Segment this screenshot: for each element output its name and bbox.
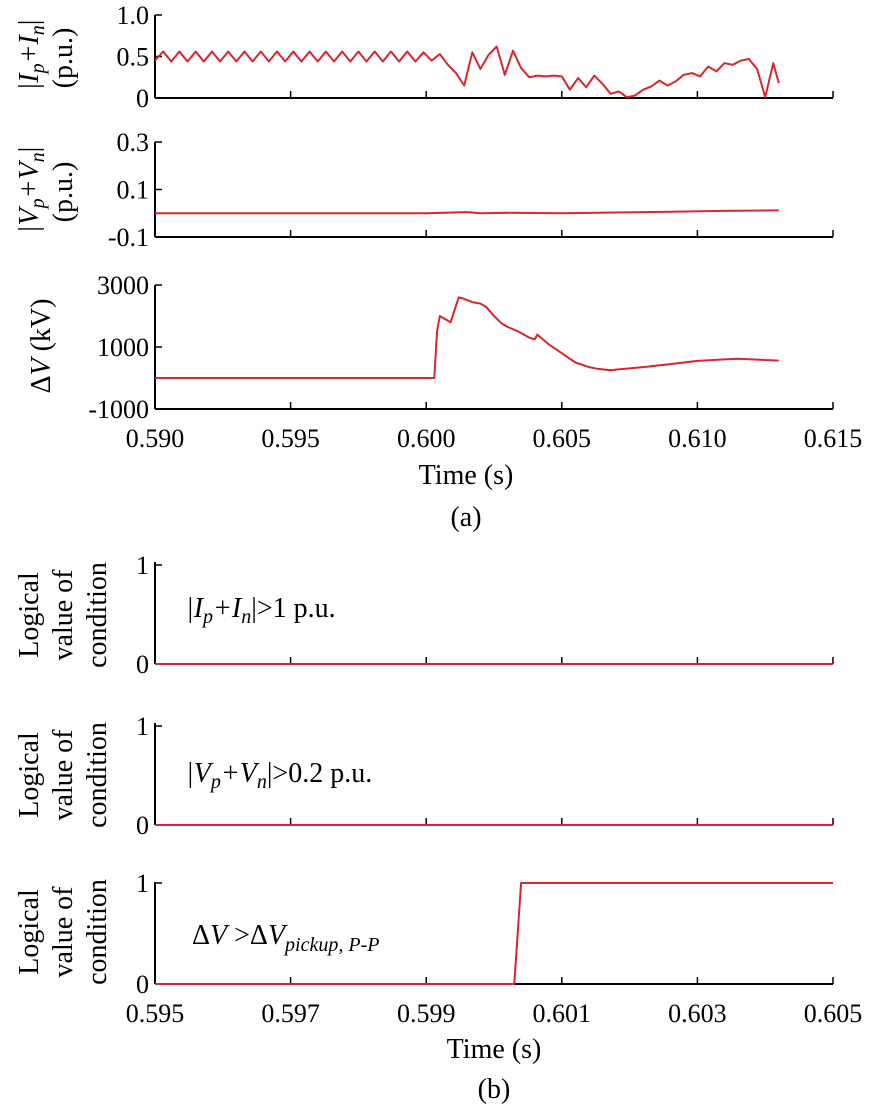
a3-xtick-label: 0.600 bbox=[397, 424, 456, 453]
panel-a2-ylabel: |Vp+Vn| bbox=[14, 147, 49, 233]
a3-xtick-label: 0.605 bbox=[533, 424, 592, 453]
panel-a2-ylabel-unit: (p.u.) bbox=[48, 162, 79, 223]
a1-ytick-label: 0 bbox=[136, 84, 149, 113]
panel-b3: Logical value of condition 1 00.595 0.597 0… bbox=[14, 869, 862, 1065]
panel-b2-ylabel-line3: condition bbox=[82, 722, 113, 828]
b3-xtick-label: 0.603 bbox=[668, 999, 727, 1028]
panel-b3-annotation: ΔV >ΔVpickup, P-P bbox=[192, 920, 379, 956]
panel-a1-ylabel-unit: (p.u.) bbox=[48, 28, 79, 89]
a3-ytick-label: -1000 bbox=[88, 395, 149, 424]
panel-b2-ylabel: Logical value of condition bbox=[14, 722, 113, 828]
panel-b2-ylabel-line2: value of bbox=[48, 729, 79, 821]
b3-ytick-label: 1 bbox=[136, 869, 149, 898]
a3-xtick-label: 0.615 bbox=[804, 424, 863, 453]
panel-b3-trace bbox=[155, 882, 833, 985]
a3-xtick-label: 0.610 bbox=[668, 424, 727, 453]
panel-b3-xlabel: Time (s) bbox=[447, 1034, 542, 1065]
a1-ytick-label: 1.0 bbox=[117, 1, 150, 30]
b2-ytick-label: 0 bbox=[136, 811, 149, 840]
a2-ytick-label: 0.3 bbox=[117, 128, 150, 157]
a3-ytick-label: 3000 bbox=[97, 271, 149, 300]
caption-b: (b) bbox=[478, 1074, 511, 1105]
a2-ytick-label: 0.1 bbox=[117, 176, 150, 205]
b3-xtick-label: 0.601 bbox=[533, 999, 592, 1028]
panel-a2-trace bbox=[155, 209, 779, 215]
panel-b3-ylabel-line3: condition bbox=[82, 879, 113, 985]
a3-xtick-label: 0.595 bbox=[261, 424, 320, 453]
panel-a3-xlabel: Time (s) bbox=[419, 460, 514, 491]
panel-b1-ylabel-line1: Logical bbox=[14, 572, 45, 658]
b3-ytick-label: 0 bbox=[136, 970, 149, 999]
b2-ytick-label: 1 bbox=[136, 712, 149, 741]
panel-b1-annotation: |Ip+In|>1 p.u. bbox=[186, 593, 336, 628]
b3-xtick-label: 0.605 bbox=[804, 999, 863, 1028]
panel-a3-ylabel: ΔV (kV) bbox=[26, 299, 57, 394]
a1-ytick-label: 0.5 bbox=[117, 43, 150, 72]
b1-ytick-label: 1 bbox=[136, 551, 149, 580]
panel-b3-ylabel-line2: value of bbox=[48, 886, 79, 978]
panel-b1-ylabel: Logical value of condition bbox=[14, 562, 113, 668]
a2-ytick-label: -0.1 bbox=[108, 223, 149, 252]
b3-xtick-label: 0.597 bbox=[261, 999, 320, 1028]
panel-a2: |Vp+Vn| (p.u.) 0.3 0.1 -0.1 bbox=[14, 128, 834, 252]
panel-b2-ylabel-line1: Logical bbox=[14, 732, 45, 818]
panel-a3-trace bbox=[155, 296, 779, 379]
a3-xtick-label: 0.590 bbox=[126, 424, 185, 453]
panel-b3-ylabel-line1: Logical bbox=[14, 889, 45, 975]
b3-xtick-label: 0.595 bbox=[126, 999, 185, 1028]
panel-b1-ylabel-line3: condition bbox=[82, 562, 113, 668]
panel-a1: |Ip+In| (p.u.) 1.0 0.5 0 bbox=[14, 1, 834, 113]
panel-b1: Logical value of condition 1 0 |Ip+In|>1 … bbox=[14, 551, 834, 679]
panel-a1-trace bbox=[154, 45, 780, 99]
panel-a1-ylabel: |Ip+In| bbox=[14, 20, 49, 91]
b3-xtick-label: 0.599 bbox=[397, 999, 456, 1028]
panel-b2: Logical value of condition 1 0 |Vp+Vn|>0.… bbox=[14, 712, 834, 840]
panel-b3-ylabel: Logical value of condition bbox=[14, 879, 113, 985]
panel-b2-annotation: |Vp+Vn|>0.2 p.u. bbox=[186, 758, 372, 793]
b1-ytick-label: 0 bbox=[136, 650, 149, 679]
a3-ytick-label: 1000 bbox=[97, 333, 149, 362]
panel-b1-ylabel-line2: value of bbox=[48, 569, 79, 661]
caption-a: (a) bbox=[450, 502, 481, 533]
